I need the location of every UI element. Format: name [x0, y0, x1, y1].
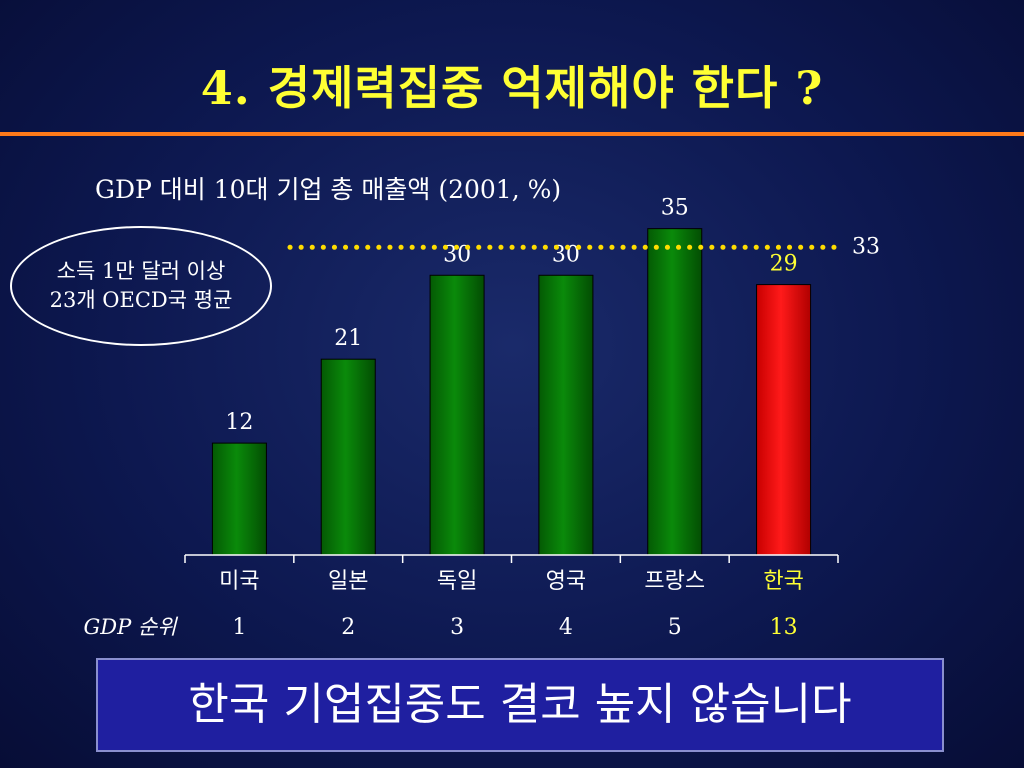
value-label-5: 29: [770, 252, 798, 277]
gdp-rank-1: 2: [341, 615, 355, 640]
category-label-3: 영국: [546, 569, 586, 594]
note-line-2: 23개 OECD국 평균: [49, 288, 233, 312]
title-divider: [0, 132, 1024, 136]
oecd-average-note: 소득 1만 달러 이상 23개 OECD국 평균: [10, 226, 272, 346]
note-line-1: 소득 1만 달러 이상: [56, 259, 226, 283]
value-label-1: 21: [334, 326, 362, 351]
gdp-rank-3: 4: [559, 615, 573, 640]
gdp-rank-0: 1: [232, 615, 246, 640]
bar-4: [647, 228, 703, 556]
category-label-2: 독일: [437, 569, 477, 594]
gdp-rank-2: 3: [450, 615, 464, 640]
page-title: 4. 경제력집중 억제해야 한다 ?: [200, 61, 824, 115]
bar-5: [756, 284, 812, 556]
value-label-4: 35: [661, 196, 689, 221]
chart-title: GDP 대비 10대 기업 총 매출액 (2001, %): [95, 175, 562, 204]
value-label-0: 12: [225, 410, 253, 435]
bar-1: [320, 358, 376, 556]
gdp-rank-4: 5: [668, 615, 682, 640]
category-label-5: 한국: [763, 569, 803, 594]
category-label-1: 일본: [328, 569, 368, 594]
bar-0: [211, 442, 267, 556]
gdp-rank-5: 13: [770, 615, 798, 640]
gdp-rank-label: GDP 순위: [83, 615, 178, 639]
category-label-0: 미국: [219, 569, 259, 594]
bar-2: [429, 274, 485, 556]
conclusion-banner: 한국 기업집중도 결코 높지 않습니다: [96, 658, 944, 752]
category-label-4: 프랑스: [644, 569, 705, 594]
average-label: 33: [852, 234, 880, 259]
bar-3: [538, 274, 594, 556]
